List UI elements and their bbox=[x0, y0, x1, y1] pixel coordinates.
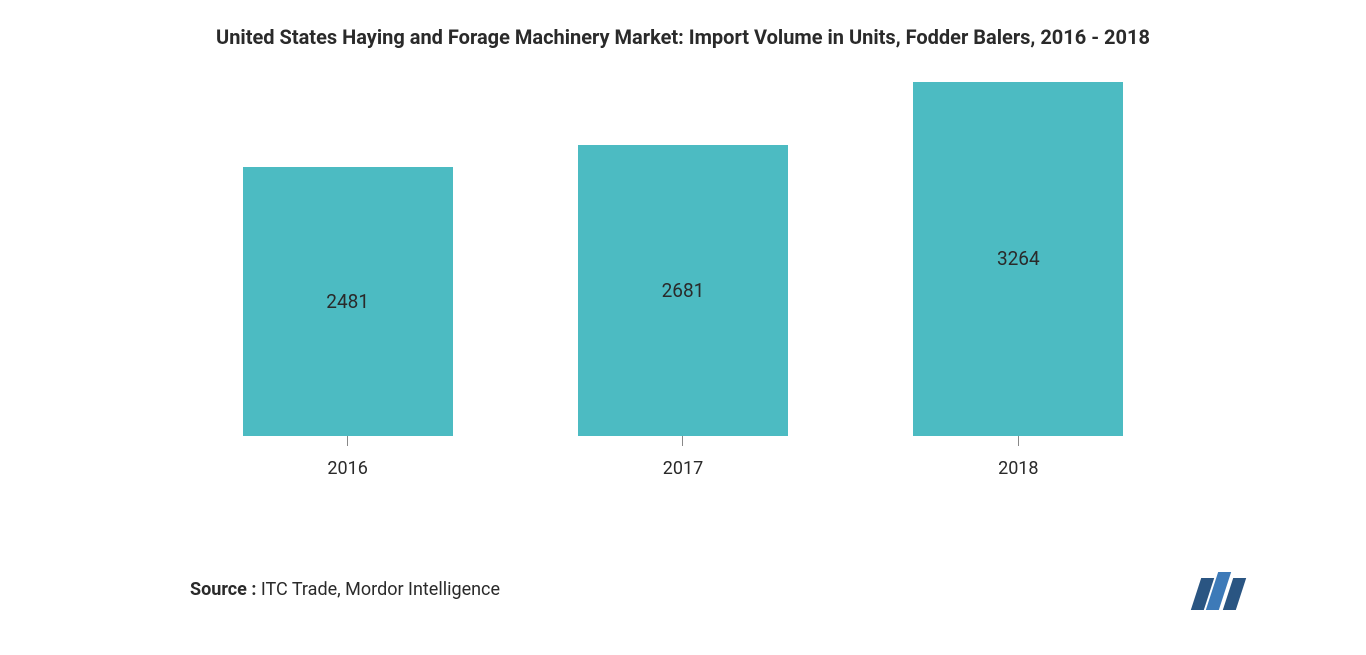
bar-group-2018: 3264 2018 bbox=[913, 82, 1123, 479]
x-tick bbox=[682, 436, 683, 446]
x-label-2016: 2016 bbox=[327, 458, 367, 479]
x-tick bbox=[1018, 436, 1019, 446]
bar-value-2016: 2481 bbox=[326, 290, 369, 313]
x-tick bbox=[347, 436, 348, 446]
bar-value-2018: 3264 bbox=[997, 247, 1040, 270]
x-label-2018: 2018 bbox=[998, 458, 1038, 479]
bar-2017: 2681 bbox=[578, 145, 788, 436]
x-label-2017: 2017 bbox=[663, 458, 703, 479]
source-text: ITC Trade, Mordor Intelligence bbox=[261, 579, 500, 600]
chart-title: United States Haying and Forage Machiner… bbox=[100, 25, 1266, 49]
bars-area: 2481 2016 2681 2017 3264 2018 bbox=[100, 99, 1266, 479]
bar-value-2017: 2681 bbox=[662, 279, 705, 302]
bar-group-2017: 2681 2017 bbox=[578, 145, 788, 479]
bar-group-2016: 2481 2016 bbox=[243, 167, 453, 479]
bar-2018: 3264 bbox=[913, 82, 1123, 436]
chart-container: United States Haying and Forage Machiner… bbox=[0, 0, 1366, 655]
source-label: Source : bbox=[190, 579, 261, 600]
bar-2016: 2481 bbox=[243, 167, 453, 436]
source-row: Source : ITC Trade, Mordor Intelligence bbox=[190, 579, 500, 600]
brand-logo-icon bbox=[1196, 572, 1241, 610]
